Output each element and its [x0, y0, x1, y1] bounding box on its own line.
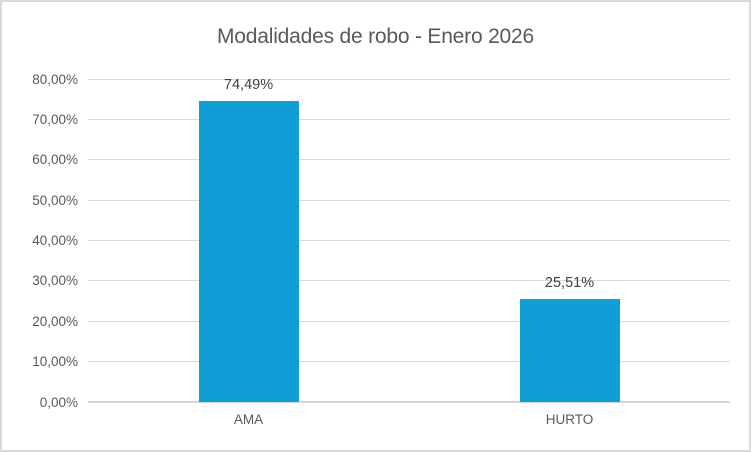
bar-ama[interactable]	[198, 101, 299, 402]
gridline-60	[88, 159, 730, 161]
x-axis-category-label-ama: AMA	[233, 412, 264, 427]
y-axis-tick-label: 30,00%	[32, 273, 78, 289]
x-axis-category-label-hurto: HURTO	[545, 412, 594, 427]
plot-area: 74,49% 25,51%	[88, 77, 730, 403]
x-axis-line	[88, 401, 730, 403]
y-axis-tick-label: 70,00%	[32, 111, 78, 127]
chart-title: Modalidades de robo - Enero 2026	[217, 25, 534, 48]
y-axis-tick-label: 40,00%	[32, 233, 78, 248]
y-axis-tick-label: 50,00%	[32, 192, 78, 208]
gridline-70	[88, 118, 730, 120]
gridline-10	[88, 361, 730, 363]
data-label-ama: 74,49%	[223, 77, 274, 94]
bar-hurto[interactable]	[519, 299, 620, 402]
gridline-30	[88, 280, 730, 282]
y-axis-tick-label: 60,00%	[32, 152, 78, 168]
gridline-80	[88, 78, 730, 80]
y-axis-tick-label: 10,00%	[32, 354, 78, 370]
y-axis-tick-label: 80,00%	[32, 71, 78, 87]
y-axis-tick-label: 0,00%	[39, 394, 78, 410]
data-label-hurto: 25,51%	[544, 275, 595, 292]
gridline-50	[88, 199, 730, 201]
gridline-20	[88, 320, 730, 322]
gridline-40	[88, 240, 730, 241]
y-axis-tick-label: 20,00%	[32, 313, 78, 329]
